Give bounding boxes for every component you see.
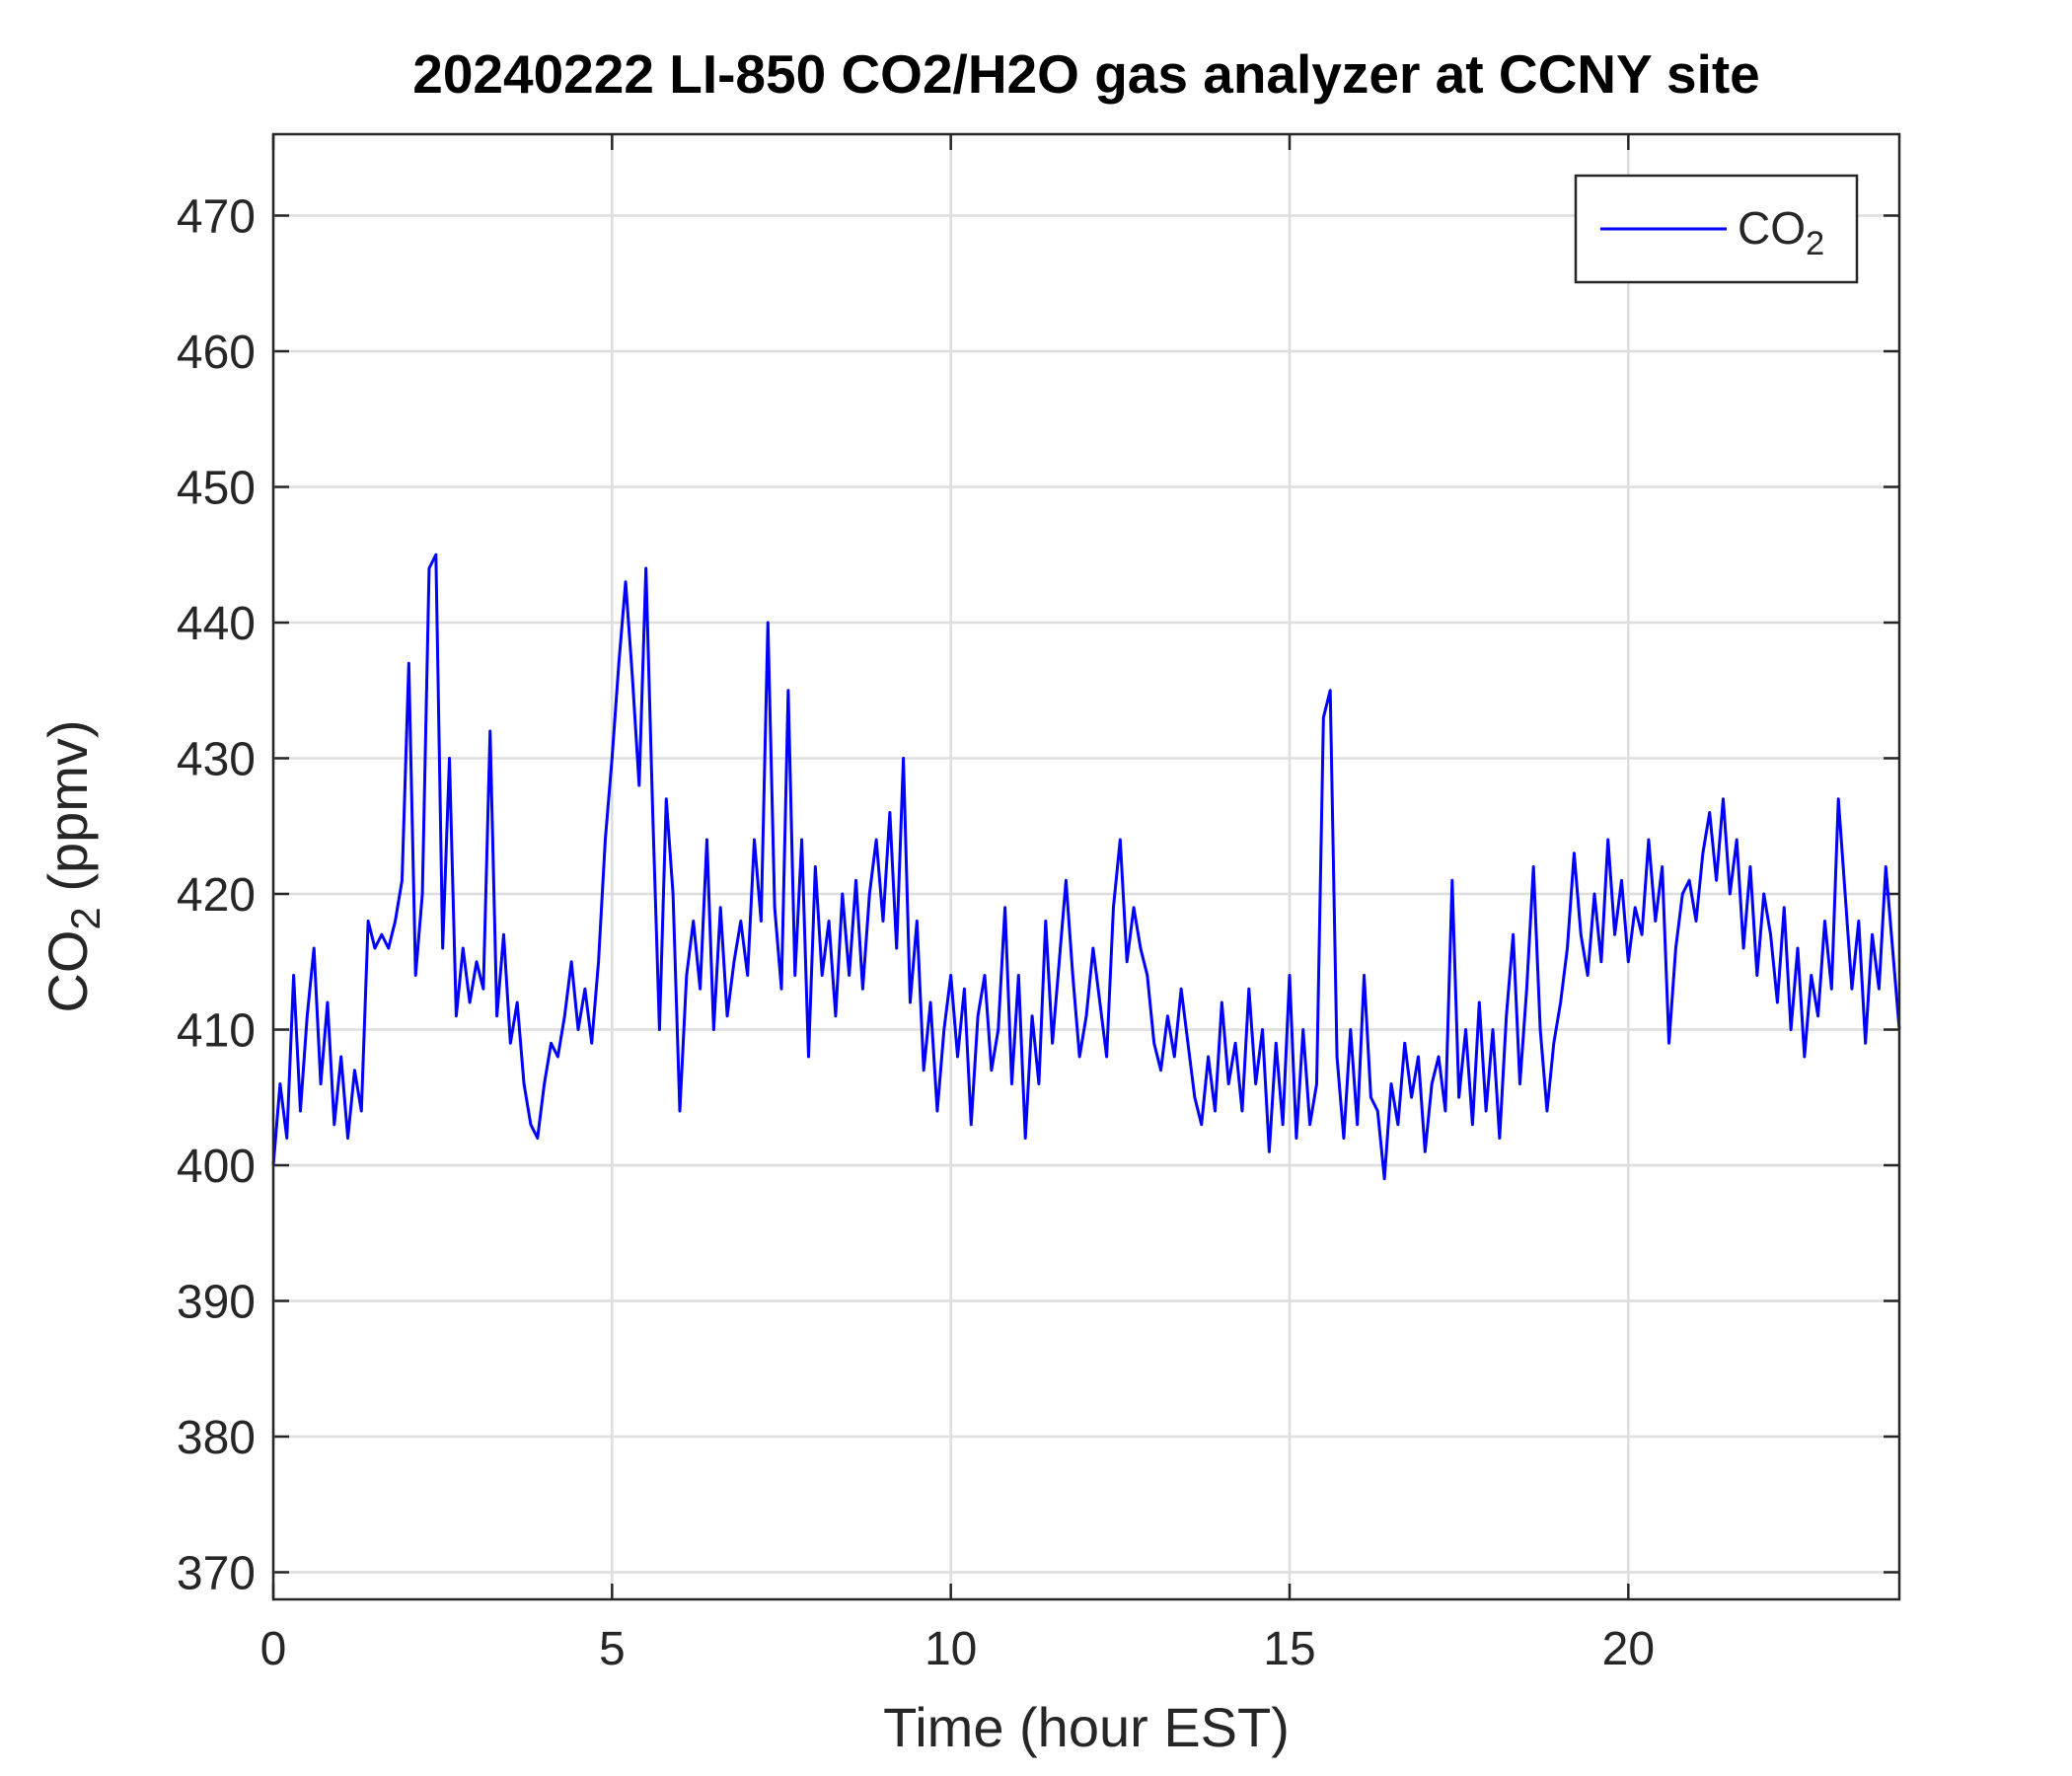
y-tick-label: 460: [177, 327, 256, 379]
y-tick-label: 370: [177, 1548, 256, 1600]
data-line: [271, 553, 1901, 1181]
y-tick-label: 420: [177, 869, 256, 922]
y-tick-label: 390: [177, 1277, 256, 1329]
y-tick-label: 400: [177, 1141, 256, 1193]
y-tick-label: 430: [177, 734, 256, 786]
x-tick-label: 0: [260, 1623, 287, 1675]
x-axis-label: Time (hour EST): [883, 1696, 1290, 1758]
x-tick-label: 15: [1263, 1623, 1315, 1675]
y-tick-label: 410: [177, 1005, 256, 1058]
legend-label: CO2: [1738, 202, 1824, 262]
x-tick-label: 5: [599, 1623, 626, 1675]
x-tick-label: 20: [1602, 1623, 1655, 1675]
x-tick-label: 10: [925, 1623, 977, 1675]
y-tick-label: 380: [177, 1412, 256, 1464]
y-tick-label: 450: [177, 463, 256, 515]
y-tick-label: 440: [177, 598, 256, 650]
chart-title: 20240222 LI-850 CO2/H2O gas analyzer at …: [412, 43, 1760, 105]
plot-frame: [271, 132, 1901, 1601]
y-axis-label: CO2 (ppmv): [37, 719, 109, 1012]
y-tick-label: 470: [177, 191, 256, 244]
